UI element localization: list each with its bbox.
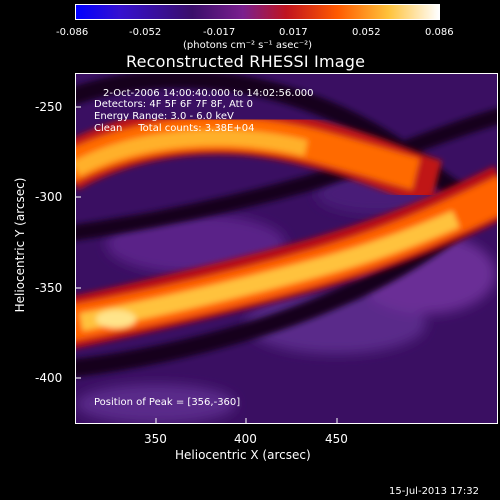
y-tick-label: -300	[35, 190, 63, 204]
colorbar-tick-4: 0.017	[279, 27, 308, 38]
upper-bright-arc	[76, 106, 443, 208]
x-tick-label: 450	[325, 432, 348, 446]
clean-counts-label: Clean Total counts: 3.38E+04	[94, 123, 255, 134]
colorbar-tick-1: -0.086	[56, 27, 89, 38]
x-tick-label: 350	[144, 432, 167, 446]
colorbar-tick-5: 0.052	[352, 27, 381, 38]
time-range-label: 2-Oct-2006 14:00:40.000 to 14:02:56.000	[103, 88, 314, 99]
image-map	[76, 74, 497, 423]
detectors-label: Detectors: 4F 5F 6F 7F 8F, Att 0	[94, 99, 254, 110]
colorbar-tick-6: 0.086	[425, 27, 454, 38]
colorbar-units: (photons cm⁻² s⁻¹ asec⁻²)	[183, 40, 313, 51]
x-tick-label: 400	[234, 432, 257, 446]
x-axis-label: Heliocentric X (arcsec)	[175, 448, 311, 462]
colorbar-gradient	[76, 5, 439, 19]
lower-bright-band	[76, 165, 497, 349]
y-tick-label: -250	[35, 100, 63, 114]
y-tick-label: -400	[35, 371, 63, 385]
energy-range-label: Energy Range: 3.0 - 6.0 keV	[94, 111, 234, 122]
peak-position-label: Position of Peak = [356,-360]	[94, 397, 241, 408]
y-tick-label: -350	[35, 281, 63, 295]
colorbar-tick-3: -0.017	[203, 27, 236, 38]
footer-timestamp: 15-Jul-2013 17:32	[389, 486, 480, 497]
rhessi-image	[75, 73, 498, 424]
colorbar-tick-2: -0.052	[129, 27, 162, 38]
image-title: Reconstructed RHESSI Image	[126, 52, 366, 71]
colorbar	[75, 4, 440, 20]
